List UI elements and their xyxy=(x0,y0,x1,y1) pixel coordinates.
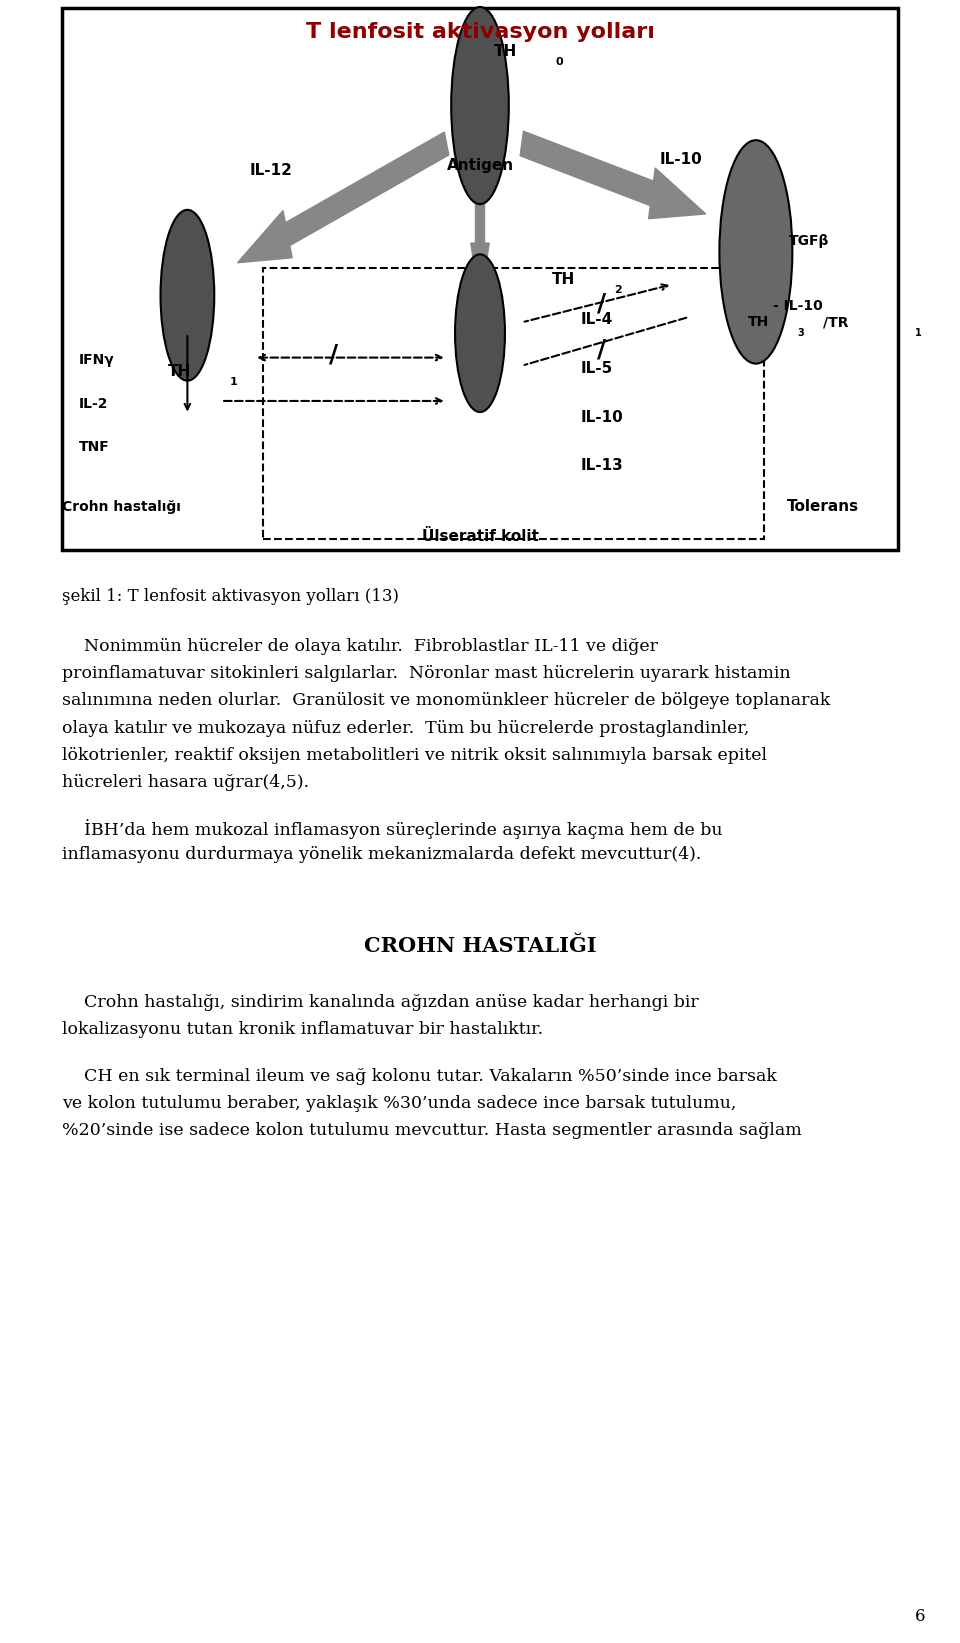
Text: IL-10: IL-10 xyxy=(580,409,623,424)
Text: ve kolon tutulumu beraber, yaklaşık %30’unda sadece ince barsak tutulumu,: ve kolon tutulumu beraber, yaklaşık %30’… xyxy=(62,1096,736,1112)
Text: IL-10: IL-10 xyxy=(660,153,702,168)
Text: IL-2: IL-2 xyxy=(79,396,108,411)
Text: /: / xyxy=(597,291,606,315)
Text: 2: 2 xyxy=(613,284,621,294)
Text: olaya katılır ve mukozaya nüfuz ederler.  Tüm bu hücrelerde prostaglandinler,: olaya katılır ve mukozaya nüfuz ederler.… xyxy=(62,720,750,736)
Ellipse shape xyxy=(455,255,505,412)
Ellipse shape xyxy=(160,210,214,381)
Text: şekil 1: T lenfosit aktivasyon yolları (13): şekil 1: T lenfosit aktivasyon yolları (… xyxy=(62,588,399,605)
Text: TH: TH xyxy=(552,271,575,286)
Polygon shape xyxy=(520,131,706,219)
Polygon shape xyxy=(470,150,490,301)
Text: Nonimmün hücreler de olaya katılır.  Fibroblastlar IL-11 ve diğer: Nonimmün hücreler de olaya katılır. Fibr… xyxy=(62,637,658,656)
Text: 0: 0 xyxy=(555,58,563,67)
Text: IL-12: IL-12 xyxy=(250,163,293,177)
Text: Antigen: Antigen xyxy=(446,158,514,173)
Text: 1: 1 xyxy=(229,376,237,386)
Ellipse shape xyxy=(719,140,792,363)
Text: lökotrienler, reaktif oksijen metabolitleri ve nitrik oksit salınımıyla barsak e: lökotrienler, reaktif oksijen metabolitl… xyxy=(62,748,767,764)
Text: CH en sık terminal ileum ve sağ kolonu tutar. Vakaların %50’sinde ince barsak: CH en sık terminal ileum ve sağ kolonu t… xyxy=(62,1068,777,1084)
Text: IL-5: IL-5 xyxy=(580,361,612,376)
Text: CROHN HASTALIĞI: CROHN HASTALIĞI xyxy=(364,935,596,956)
Text: %20’sinde ise sadece kolon tutulumu mevcuttur. Hasta segmentler arasında sağlam: %20’sinde ise sadece kolon tutulumu mevc… xyxy=(62,1122,802,1139)
Text: Crohn hastalığı, sindirim kanalında ağızdan anüse kadar herhangi bir: Crohn hastalığı, sindirim kanalında ağız… xyxy=(62,994,699,1010)
FancyBboxPatch shape xyxy=(62,8,898,550)
Text: İBH’da hem mukozal inflamasyon süreçlerinde aşırıya kaçma hem de bu: İBH’da hem mukozal inflamasyon süreçleri… xyxy=(62,820,723,840)
Text: lokalizasyonu tutan kronik inflamatuvar bir hastalıktır.: lokalizasyonu tutan kronik inflamatuvar … xyxy=(62,1020,543,1038)
Text: TH: TH xyxy=(493,44,516,59)
Text: 6: 6 xyxy=(915,1608,925,1625)
Text: IFNγ: IFNγ xyxy=(79,353,114,368)
Text: IL-13: IL-13 xyxy=(580,458,623,473)
Text: salınımına neden olurlar.  Granülosit ve monomünkleer hücreler de bölgeye toplan: salınımına neden olurlar. Granülosit ve … xyxy=(62,692,830,710)
Text: - IL-10: - IL-10 xyxy=(773,299,823,314)
Text: TGFβ: TGFβ xyxy=(789,233,829,248)
Text: inflamasyonu durdurmaya yönelik mekanizmalarda defekt mevcuttur(4).: inflamasyonu durdurmaya yönelik mekanizm… xyxy=(62,846,702,864)
Text: TH: TH xyxy=(167,363,191,378)
Text: /: / xyxy=(597,337,606,361)
Bar xyxy=(263,268,764,539)
Text: /: / xyxy=(329,343,338,366)
Text: /TR: /TR xyxy=(823,315,849,329)
Text: 1: 1 xyxy=(915,329,922,338)
Polygon shape xyxy=(237,131,448,263)
Text: Crohn hastalığı: Crohn hastalığı xyxy=(62,499,180,514)
Text: hücreleri hasara uğrar(4,5).: hücreleri hasara uğrar(4,5). xyxy=(62,774,309,790)
Ellipse shape xyxy=(451,7,509,204)
Text: IL-4: IL-4 xyxy=(580,312,612,327)
Text: TNF: TNF xyxy=(79,440,109,453)
Text: 3: 3 xyxy=(798,329,804,338)
Text: TH: TH xyxy=(748,315,769,329)
Text: T lenfosit aktivasyon yolları: T lenfosit aktivasyon yolları xyxy=(305,23,655,43)
Text: Tolerans: Tolerans xyxy=(786,499,859,514)
Text: Ülseratif kolit: Ülseratif kolit xyxy=(421,529,539,544)
Text: proinflamatuvar sitokinleri salgılarlar.  Nöronlar mast hücrelerin uyarark hista: proinflamatuvar sitokinleri salgılarlar.… xyxy=(62,665,791,682)
